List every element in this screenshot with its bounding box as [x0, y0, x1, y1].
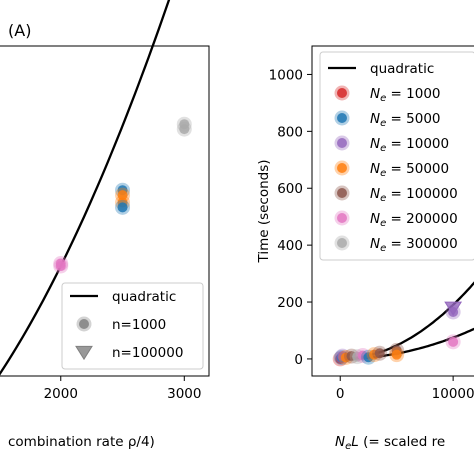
panel-a-legend-box — [61, 282, 204, 370]
y-tick-label: 600 — [277, 181, 303, 197]
legend-circle-marker — [334, 160, 350, 176]
legend-circle-marker-core — [337, 138, 347, 148]
legend-circle-marker — [334, 85, 350, 101]
legend-triangle-marker — [75, 345, 93, 361]
y-tick-label: 0 — [294, 352, 303, 368]
panel-a-quadratic-fit-line — [0, 0, 171, 376]
panel-a-legend: quadratic n=1000 n=100000 — [61, 282, 204, 370]
x-tick-label: 0 — [336, 386, 345, 402]
data-point-core — [55, 261, 66, 271]
panel-b-frame — [311, 45, 474, 377]
data-point — [372, 345, 388, 361]
y-tick-label: 800 — [277, 124, 303, 140]
legend-label: n=100000 — [112, 345, 183, 361]
legend-circle-marker — [334, 185, 350, 201]
legend-label: Ne = 5000 — [370, 111, 441, 129]
legend-circle-marker-core — [337, 213, 347, 223]
panel-b-legend: quadratic Ne = 1000 Ne = 5000 Ne = 10000 Ne … — [319, 51, 474, 261]
y-tick-label: 1000 — [269, 67, 303, 83]
panel-a: (A) 2000 3000 quadratic n=1000 n=100000 com… — [0, 0, 210, 450]
legend-label: quadratic — [112, 289, 176, 305]
legend-circle-marker-core — [337, 163, 347, 173]
legend-label: Ne = 10000 — [370, 136, 449, 154]
legend-circle-marker-core — [337, 188, 347, 198]
legend-label: Ne = 100000 — [370, 186, 458, 204]
panel-a-x-ticks: 2000 3000 — [44, 376, 201, 402]
data-point — [445, 334, 461, 350]
data-point-core — [179, 124, 190, 135]
y-tick-label: 400 — [277, 238, 303, 254]
legend-label: Ne = 200000 — [370, 211, 458, 229]
panel-b-data-points — [332, 301, 463, 367]
legend-circle-marker-core — [337, 113, 347, 123]
panel-b-x-label: NeL (= scaled re — [335, 434, 445, 452]
legend-circle-marker-core — [337, 88, 347, 98]
legend-label: quadratic — [370, 61, 434, 77]
panel-a-x-label: combination rate ρ/4) — [8, 434, 155, 450]
data-point — [115, 199, 131, 215]
panel-a-frame — [0, 45, 210, 377]
legend-circle-marker — [334, 135, 350, 151]
panel-b: Time (seconds) 0 10000 0 200 400 600 800 1000 q… — [256, 45, 474, 452]
x-tick-label: 2000 — [44, 386, 78, 402]
legend-circle-marker-core — [337, 238, 347, 248]
data-point-core — [448, 336, 459, 347]
x-tick-label: 10000 — [432, 386, 474, 402]
x-tick-label: 3000 — [167, 386, 201, 402]
data-point — [53, 258, 69, 274]
panel-b-y-label: Time (seconds) — [256, 159, 272, 263]
legend-label: Ne = 50000 — [370, 161, 449, 179]
legend-circle-marker — [334, 235, 350, 251]
data-point-core — [117, 202, 128, 213]
panel-b-axis-ticks: 0 10000 0 200 400 600 800 1000 — [269, 67, 474, 402]
data-point-core — [117, 190, 128, 201]
legend-label: n=1000 — [112, 317, 166, 333]
data-point — [115, 187, 131, 203]
data-point-core — [374, 348, 385, 359]
legend-circle-marker — [334, 110, 350, 126]
data-point — [176, 121, 192, 137]
legend-circle-marker-core — [79, 319, 89, 329]
legend-circle-marker — [334, 210, 350, 226]
panel-a-data-points — [53, 116, 192, 274]
data-point-core — [391, 349, 402, 360]
legend-circle-marker — [76, 316, 92, 332]
panel-label: (A) — [8, 21, 31, 40]
data-point — [444, 301, 463, 316]
legend-label: Ne = 1000 — [370, 86, 441, 104]
panel-b-legend-box — [319, 51, 474, 261]
y-tick-label: 200 — [277, 295, 303, 311]
legend-label: Ne = 300000 — [370, 236, 458, 254]
data-point — [389, 347, 405, 363]
